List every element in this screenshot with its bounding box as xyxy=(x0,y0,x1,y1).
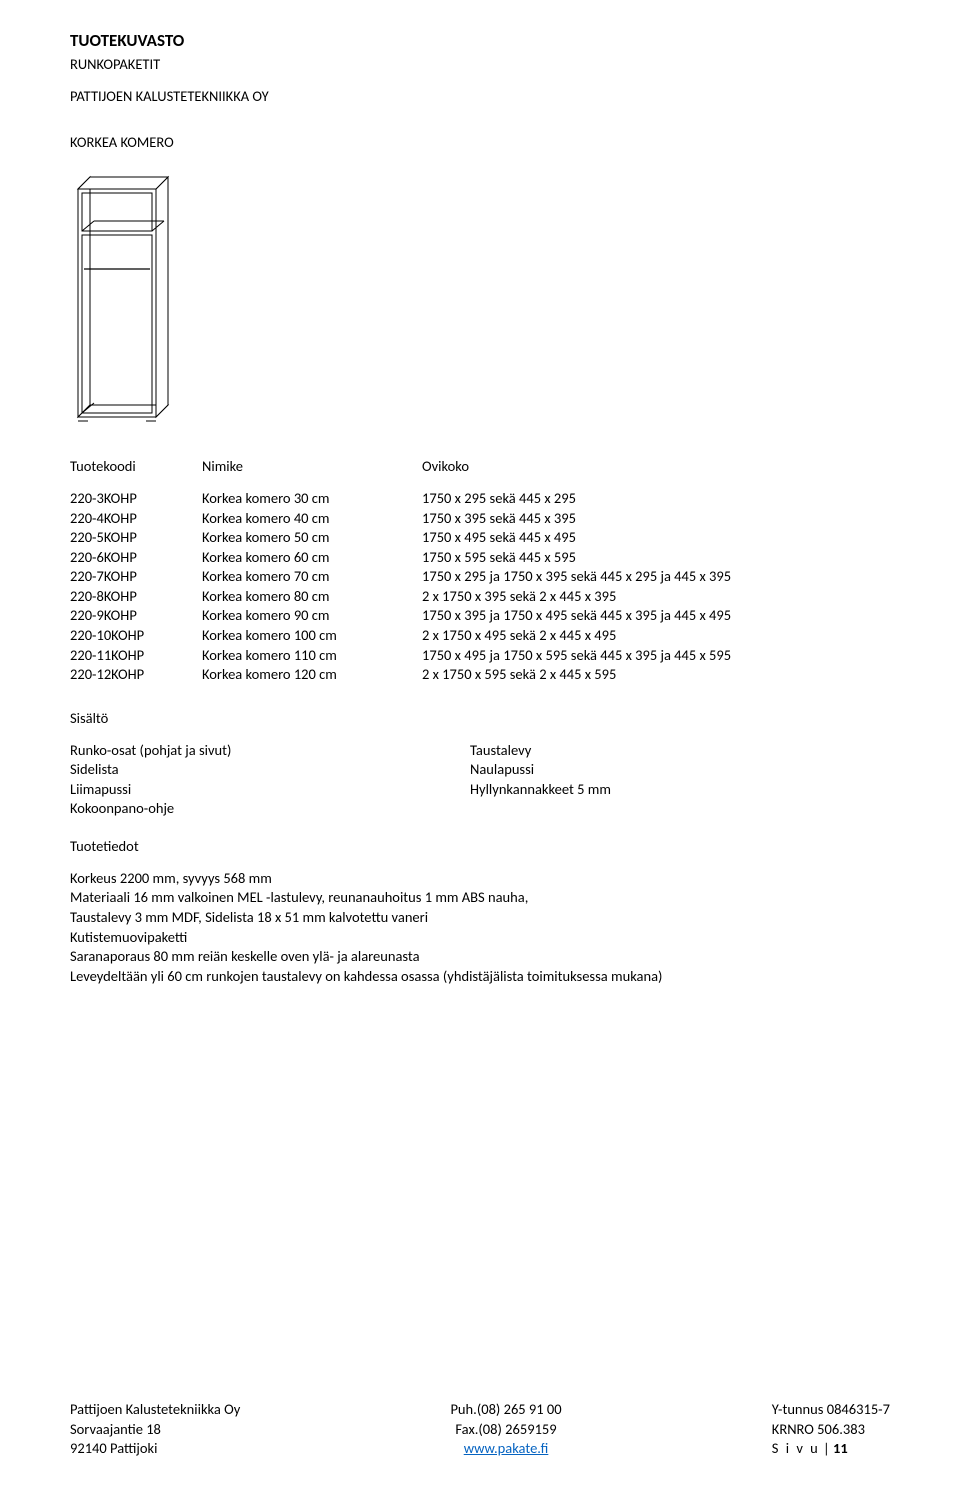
cell-tuotekoodi: 220-4KOHP xyxy=(70,509,202,529)
footer-line: Pattijoen Kalustetekniikka Oy xyxy=(70,1400,240,1420)
cell-nimike: Korkea komero 110 cm xyxy=(202,646,422,666)
sisalto-block: Runko-osat (pohjat ja sivut)SidelistaLii… xyxy=(70,741,890,819)
cell-nimike: Korkea komero 100 cm xyxy=(202,626,422,646)
product-table: Tuotekoodi Nimike Ovikoko 220-3KOHPKorke… xyxy=(70,457,890,685)
cell-tuotekoodi: 220-3KOHP xyxy=(70,489,202,509)
page-header: TUOTEKUVASTO RUNKOPAKETIT PATTIJOEN KALU… xyxy=(70,30,890,151)
cell-tuotekoodi: 220-12KOHP xyxy=(70,665,202,685)
sisalto-item: Runko-osat (pohjat ja sivut) xyxy=(70,741,470,761)
cell-ovikoko: 1750 x 395 ja 1750 x 495 sekä 445 x 395 … xyxy=(422,606,890,626)
tuotetiedot-line: Taustalevy 3 mm MDF, Sidelista 18 x 51 m… xyxy=(70,908,890,928)
cell-ovikoko: 1750 x 495 sekä 445 x 495 xyxy=(422,528,890,548)
tuotetiedot-line: Leveydeltään yli 60 cm runkojen taustale… xyxy=(70,967,890,987)
tuotetiedot-line: Korkeus 2200 mm, syvyys 568 mm xyxy=(70,869,890,889)
col-header-nimike: Nimike xyxy=(202,457,422,475)
footer-line: www.pakate.fi xyxy=(450,1439,561,1459)
cell-ovikoko: 2 x 1750 x 395 sekä 2 x 445 x 395 xyxy=(422,587,890,607)
doc-title: TUOTEKUVASTO xyxy=(70,30,890,51)
tuotetiedot-line: Saranaporaus 80 mm reiän keskelle oven y… xyxy=(70,947,890,967)
cell-tuotekoodi: 220-5KOHP xyxy=(70,528,202,548)
cell-ovikoko: 2 x 1750 x 595 sekä 2 x 445 x 595 xyxy=(422,665,890,685)
cell-ovikoko: 1750 x 595 sekä 445 x 595 xyxy=(422,548,890,568)
table-row: 220-9KOHPKorkea komero 90 cm1750 x 395 j… xyxy=(70,606,890,626)
cell-nimike: Korkea komero 50 cm xyxy=(202,528,422,548)
sisalto-title: Sisältö xyxy=(70,709,890,727)
table-row: 220-3KOHPKorkea komero 30 cm1750 x 295 s… xyxy=(70,489,890,509)
cell-tuotekoodi: 220-11KOHP xyxy=(70,646,202,666)
cell-ovikoko: 1750 x 295 ja 1750 x 395 sekä 445 x 295 … xyxy=(422,567,890,587)
sisalto-item: Liimapussi xyxy=(70,780,470,800)
cell-tuotekoodi: 220-8KOHP xyxy=(70,587,202,607)
cell-ovikoko: 1750 x 295 sekä 445 x 295 xyxy=(422,489,890,509)
table-header-row: Tuotekoodi Nimike Ovikoko xyxy=(70,457,890,475)
cabinet-diagram xyxy=(74,175,890,429)
section-title: KORKEA KOMERO xyxy=(70,133,890,151)
cell-tuotekoodi: 220-7KOHP xyxy=(70,567,202,587)
table-row: 220-5KOHPKorkea komero 50 cm1750 x 495 s… xyxy=(70,528,890,548)
tuotetiedot-line: Kutistemuovipaketti xyxy=(70,928,890,948)
footer-line: Fax.(08) 2659159 xyxy=(450,1420,561,1440)
sisalto-item: Naulapussi xyxy=(470,760,890,780)
footer-line: Sorvaajantie 18 xyxy=(70,1420,240,1440)
table-row: 220-7KOHPKorkea komero 70 cm1750 x 295 j… xyxy=(70,567,890,587)
cell-tuotekoodi: 220-10KOHP xyxy=(70,626,202,646)
footer-right: Y-tunnus 0846315-7KRNRO 506.383S i v u |… xyxy=(772,1400,890,1459)
footer-line: KRNRO 506.383 xyxy=(772,1420,890,1440)
sisalto-left-col: Runko-osat (pohjat ja sivut)SidelistaLii… xyxy=(70,741,470,819)
col-header-tuotekoodi: Tuotekoodi xyxy=(70,457,202,475)
footer-line: Y-tunnus 0846315-7 xyxy=(772,1400,890,1420)
cell-nimike: Korkea komero 90 cm xyxy=(202,606,422,626)
cell-ovikoko: 1750 x 395 sekä 445 x 395 xyxy=(422,509,890,529)
footer-line: Puh.(08) 265 91 00 xyxy=(450,1400,561,1420)
cell-ovikoko: 1750 x 495 ja 1750 x 595 sekä 445 x 395 … xyxy=(422,646,890,666)
company-name: PATTIJOEN KALUSTETEKNIIKKA OY xyxy=(70,87,890,105)
footer-left: Pattijoen Kalustetekniikka OySorvaajanti… xyxy=(70,1400,240,1459)
table-row: 220-10KOHPKorkea komero 100 cm2 x 1750 x… xyxy=(70,626,890,646)
page-footer: Pattijoen Kalustetekniikka OySorvaajanti… xyxy=(70,1400,890,1459)
sisalto-item: Taustalevy xyxy=(470,741,890,761)
sisalto-item: Hyllynkannakkeet 5 mm xyxy=(470,780,890,800)
sisalto-right-col: TaustalevyNaulapussiHyllynkannakkeet 5 m… xyxy=(470,741,890,819)
footer-link[interactable]: www.pakate.fi xyxy=(464,1439,549,1457)
col-header-ovikoko: Ovikoko xyxy=(422,457,890,475)
cell-nimike: Korkea komero 80 cm xyxy=(202,587,422,607)
table-row: 220-6KOHPKorkea komero 60 cm1750 x 595 s… xyxy=(70,548,890,568)
footer-center: Puh.(08) 265 91 00Fax.(08) 2659159www.pa… xyxy=(450,1400,561,1459)
sisalto-item: Kokoonpano-ohje xyxy=(70,799,470,819)
table-row: 220-12KOHPKorkea komero 120 cm2 x 1750 x… xyxy=(70,665,890,685)
table-body: 220-3KOHPKorkea komero 30 cm1750 x 295 s… xyxy=(70,489,890,685)
cell-ovikoko: 2 x 1750 x 495 sekä 2 x 445 x 495 xyxy=(422,626,890,646)
cell-tuotekoodi: 220-6KOHP xyxy=(70,548,202,568)
tuotetiedot-block: Korkeus 2200 mm, syvyys 568 mmMateriaali… xyxy=(70,869,890,986)
cell-tuotekoodi: 220-9KOHP xyxy=(70,606,202,626)
cell-nimike: Korkea komero 60 cm xyxy=(202,548,422,568)
table-row: 220-8KOHPKorkea komero 80 cm2 x 1750 x 3… xyxy=(70,587,890,607)
footer-line: 92140 Pattijoki xyxy=(70,1439,240,1459)
cell-nimike: Korkea komero 30 cm xyxy=(202,489,422,509)
doc-subtitle: RUNKOPAKETIT xyxy=(70,55,890,73)
cell-nimike: Korkea komero 120 cm xyxy=(202,665,422,685)
table-row: 220-11KOHPKorkea komero 110 cm1750 x 495… xyxy=(70,646,890,666)
sisalto-item: Sidelista xyxy=(70,760,470,780)
tuotetiedot-line: Materiaali 16 mm valkoinen MEL -lastulev… xyxy=(70,888,890,908)
cell-nimike: Korkea komero 70 cm xyxy=(202,567,422,587)
table-row: 220-4KOHPKorkea komero 40 cm1750 x 395 s… xyxy=(70,509,890,529)
tuotetiedot-title: Tuotetiedot xyxy=(70,837,890,855)
cell-nimike: Korkea komero 40 cm xyxy=(202,509,422,529)
page-number: S i v u | 11 xyxy=(772,1439,890,1459)
